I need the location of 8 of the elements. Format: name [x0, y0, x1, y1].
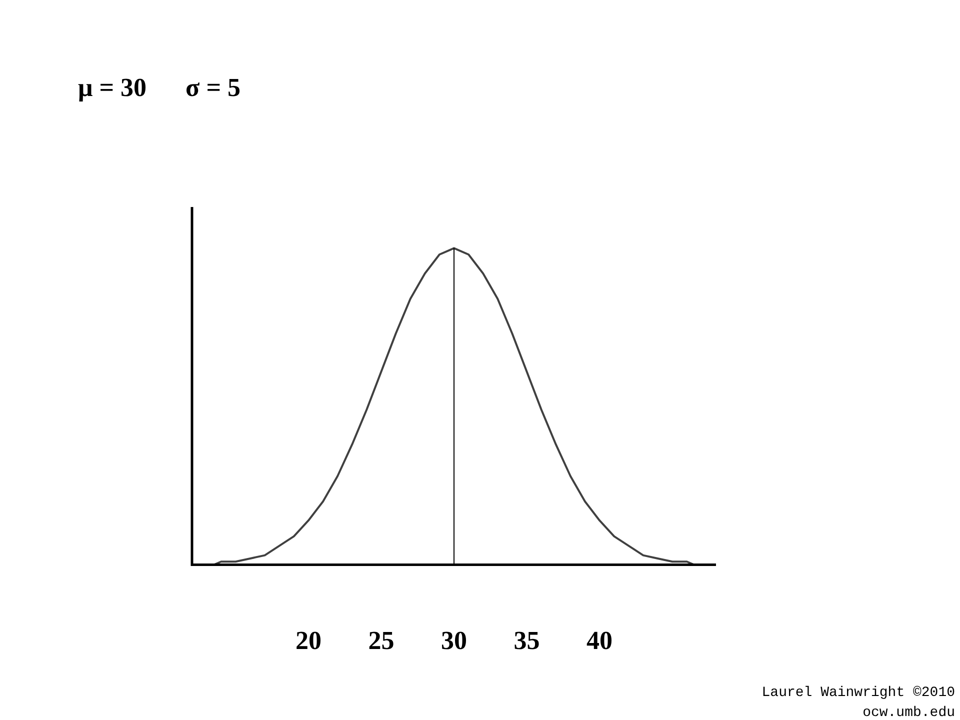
x-tick-label: 35 — [514, 626, 540, 656]
x-tick-label: 20 — [295, 626, 322, 656]
x-tick-label: 40 — [586, 626, 613, 656]
x-tick-label: 25 — [368, 626, 394, 656]
text: ocw.umb.edu — [862, 705, 955, 720]
x-tick-label: 30 — [441, 626, 467, 656]
text: Laurel Wainwright ©2010 — [762, 685, 955, 701]
chart-title: μ = 30 σ = 5 — [78, 73, 241, 102]
